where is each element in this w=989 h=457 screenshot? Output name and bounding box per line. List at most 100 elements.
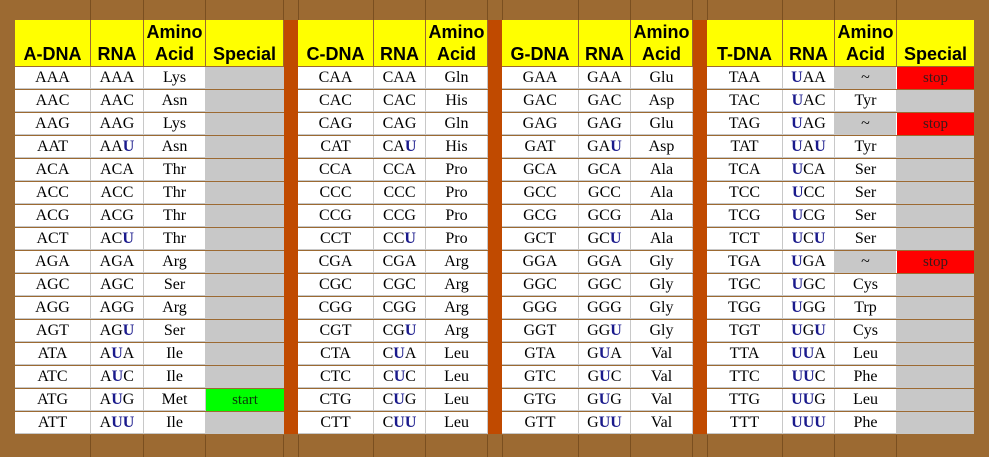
amino-acid-cell: Ala bbox=[631, 159, 693, 181]
base: G bbox=[404, 207, 416, 224]
base: G bbox=[814, 115, 826, 132]
amino-acid-cell: Pro bbox=[426, 205, 488, 227]
rna-codon-cell: UCA bbox=[783, 159, 835, 181]
grid-line bbox=[143, 0, 144, 20]
grid-line bbox=[692, 435, 693, 457]
base: A bbox=[598, 69, 611, 86]
rna-codon-cell: UGU bbox=[783, 320, 835, 342]
base: C bbox=[814, 368, 826, 385]
rna-codon-cell: ACC bbox=[91, 182, 144, 204]
rna-codon-cell: AGG bbox=[91, 297, 144, 319]
dna-codon-cell: GGT bbox=[502, 320, 579, 342]
base: C bbox=[383, 184, 395, 201]
base: A bbox=[610, 345, 622, 362]
base: G bbox=[610, 115, 622, 132]
dna-codon-cell: GTA bbox=[502, 343, 579, 365]
table-row: ATG AUG Met start CTG CUG Leu GTG GUG Val TTG UUG Le… bbox=[0, 389, 989, 412]
table-row: ATC AUC Ile CTC CUC Leu GTC GUC Val TTC UUC Phe bbox=[0, 366, 989, 389]
rna-codon-cell: AAU bbox=[91, 136, 144, 158]
amino-acid-cell: Leu bbox=[835, 389, 897, 411]
base: G bbox=[587, 69, 599, 86]
top-grid-strip bbox=[0, 0, 989, 20]
dna-codon-cell: GCT bbox=[502, 228, 579, 250]
base: C bbox=[405, 92, 416, 109]
grid-line bbox=[298, 0, 299, 20]
rna-codon-cell: AAG bbox=[91, 113, 144, 135]
special-cell bbox=[206, 251, 284, 273]
special-cell bbox=[897, 412, 974, 434]
amino-acid-cell: Lys bbox=[144, 113, 206, 135]
header-label: Acid bbox=[641, 44, 681, 64]
rna-codon-cell: CCC bbox=[374, 182, 426, 204]
uracil-base: U bbox=[111, 391, 123, 408]
dna-codon-cell: TAC bbox=[707, 90, 783, 112]
amino-acid-cell: Ile bbox=[144, 343, 206, 365]
base: C bbox=[610, 92, 622, 109]
base: G bbox=[587, 414, 599, 431]
rna-codon-cell: CAU bbox=[374, 136, 426, 158]
dna-codon-cell: CTG bbox=[298, 389, 374, 411]
grid-line bbox=[782, 435, 783, 457]
amino-acid-cell: Glu bbox=[631, 113, 693, 135]
header-a-amino: Amino Acid bbox=[144, 20, 205, 66]
dna-codon-cell: ATA bbox=[15, 343, 91, 365]
base: A bbox=[99, 345, 112, 362]
dna-codon-cell: GAG bbox=[502, 113, 579, 135]
grid-line bbox=[373, 0, 374, 20]
header-g-rna: RNA bbox=[579, 20, 630, 66]
table-row: ATT AUU Ile CTT CUU Leu GTT GUU Val TTT UUU Phe bbox=[0, 412, 989, 435]
base: G bbox=[587, 138, 599, 155]
base: G bbox=[122, 115, 135, 132]
grid-line bbox=[373, 435, 374, 457]
grid-line bbox=[834, 435, 835, 457]
grid-line bbox=[205, 0, 206, 20]
base: C bbox=[111, 230, 123, 247]
special-cell bbox=[206, 274, 284, 296]
dna-codon-cell: TTG bbox=[707, 389, 783, 411]
base: G bbox=[814, 299, 826, 316]
uracil-base: U bbox=[598, 391, 611, 408]
base: C bbox=[383, 207, 394, 224]
grid-line bbox=[630, 0, 631, 20]
base: A bbox=[100, 276, 112, 293]
uracil-base: U bbox=[791, 230, 804, 247]
base: A bbox=[100, 207, 112, 224]
dna-codon-cell: TTT bbox=[707, 412, 783, 434]
dna-codon-cell: TGG bbox=[707, 297, 783, 319]
rna-codon-cell: UGA bbox=[783, 251, 835, 273]
amino-acid-cell: Gly bbox=[631, 320, 693, 342]
base: C bbox=[382, 391, 394, 408]
rna-codon-cell: UAC bbox=[783, 90, 835, 112]
rna-codon-cell: GCU bbox=[579, 228, 631, 250]
amino-acid-cell: Pro bbox=[426, 159, 488, 181]
rna-codon-cell: GAA bbox=[579, 67, 631, 89]
base: A bbox=[393, 69, 405, 86]
header-g-amino: Amino Acid bbox=[631, 20, 692, 66]
header-label: Acid bbox=[436, 44, 476, 64]
special-cell bbox=[206, 136, 284, 158]
rna-codon-cell: UCU bbox=[783, 228, 835, 250]
header-label: A-DNA bbox=[23, 44, 82, 64]
base: A bbox=[122, 345, 135, 362]
base: G bbox=[393, 253, 405, 270]
uracil-base: U bbox=[791, 345, 803, 362]
base: A bbox=[99, 391, 112, 408]
rna-codon-cell: CCU bbox=[374, 228, 426, 250]
rna-codon-cell: UAG bbox=[783, 113, 835, 135]
base: G bbox=[587, 207, 600, 224]
dna-codon-cell: TAT bbox=[707, 136, 783, 158]
special-cell bbox=[206, 113, 284, 135]
dna-codon-cell: AGT bbox=[15, 320, 91, 342]
dna-codon-cell: CCG bbox=[298, 205, 374, 227]
dna-codon-cell: GTC bbox=[502, 366, 579, 388]
base: C bbox=[803, 207, 814, 224]
base: G bbox=[610, 391, 622, 408]
base: G bbox=[111, 299, 123, 316]
rna-codon-cell: UUU bbox=[783, 412, 835, 434]
amino-acid-cell: Thr bbox=[144, 159, 206, 181]
base: G bbox=[587, 322, 599, 339]
rna-codon-cell: GUC bbox=[579, 366, 631, 388]
dna-codon-cell: ACG bbox=[15, 205, 91, 227]
dna-codon-cell: TCC bbox=[707, 182, 783, 204]
base: G bbox=[814, 391, 826, 408]
